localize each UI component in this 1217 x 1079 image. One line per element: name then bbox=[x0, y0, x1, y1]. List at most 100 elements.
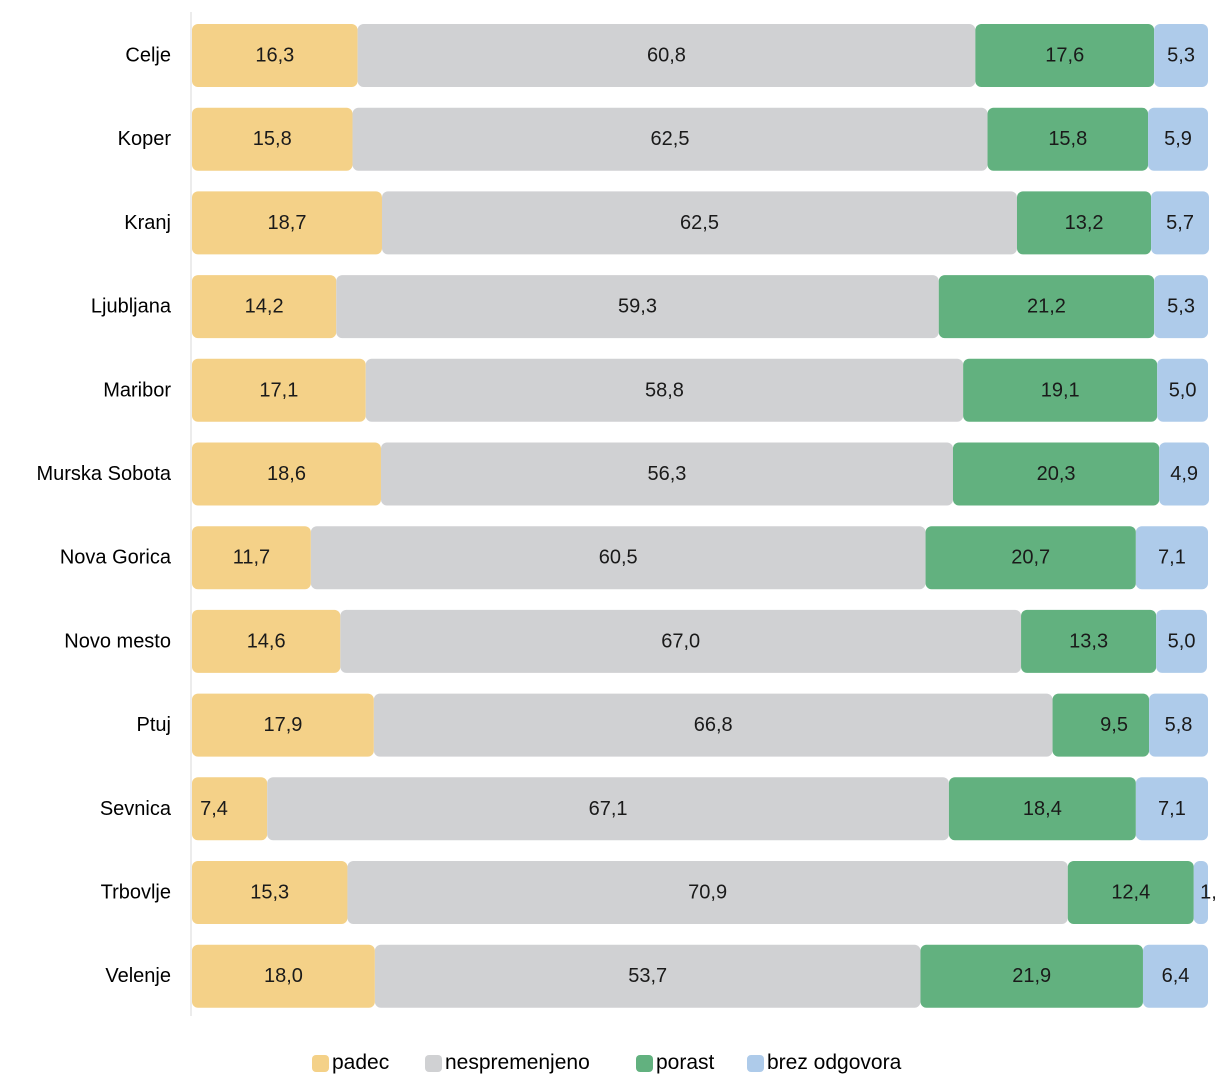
legend-swatch bbox=[747, 1055, 764, 1072]
data-label: 6,4 bbox=[1162, 965, 1190, 987]
data-label: 1,4 bbox=[1200, 882, 1217, 904]
data-label: 7,4 bbox=[200, 798, 228, 820]
data-label: 14,6 bbox=[247, 630, 286, 652]
data-label: 18,4 bbox=[1023, 798, 1062, 820]
bar-segment bbox=[192, 358, 366, 422]
bar-segment bbox=[1156, 609, 1207, 673]
bar-segment bbox=[948, 777, 1136, 841]
category-label: Kranj bbox=[124, 212, 171, 234]
bar-segment bbox=[380, 442, 953, 506]
bar-segment bbox=[381, 191, 1017, 255]
category-label: Koper bbox=[118, 128, 172, 150]
bar-segment bbox=[1016, 191, 1152, 255]
data-label: 5,3 bbox=[1167, 45, 1195, 67]
data-label: 7,1 bbox=[1158, 547, 1186, 569]
data-label: 18,6 bbox=[267, 463, 306, 485]
legend-swatch bbox=[312, 1055, 329, 1072]
legend-label: padec bbox=[332, 1051, 389, 1074]
data-label: 17,6 bbox=[1045, 45, 1084, 67]
data-label: 62,5 bbox=[680, 212, 719, 234]
legend-label: nespremenjeno bbox=[445, 1051, 590, 1074]
category-label: Velenje bbox=[105, 965, 171, 987]
data-label: 13,2 bbox=[1065, 212, 1104, 234]
bar-segments bbox=[192, 24, 1210, 1008]
data-label: 21,9 bbox=[1012, 965, 1051, 987]
legend-label: porast bbox=[656, 1051, 715, 1074]
bar-segment bbox=[952, 442, 1160, 506]
data-label: 5,8 bbox=[1165, 714, 1193, 736]
bar-segment bbox=[352, 107, 988, 171]
data-label: 59,3 bbox=[618, 296, 657, 318]
data-label: 19,1 bbox=[1041, 379, 1080, 401]
bar-segment bbox=[1154, 275, 1208, 339]
data-label: 16,3 bbox=[255, 45, 294, 67]
data-label: 21,2 bbox=[1027, 296, 1066, 318]
bar-segment bbox=[1149, 693, 1208, 757]
bar-segment bbox=[1067, 861, 1194, 924]
data-label: 5,9 bbox=[1164, 128, 1192, 150]
category-label: Ptuj bbox=[137, 714, 171, 736]
bar-segment bbox=[365, 358, 964, 422]
bar-segment bbox=[347, 861, 1068, 924]
category-label: Sevnica bbox=[100, 798, 172, 820]
data-label: 53,7 bbox=[628, 965, 667, 987]
data-label: 20,7 bbox=[1011, 547, 1050, 569]
bar-segment bbox=[1159, 442, 1210, 506]
data-label: 62,5 bbox=[651, 128, 690, 150]
data-label: 15,8 bbox=[1048, 128, 1087, 150]
legend-swatch bbox=[636, 1055, 653, 1072]
bar-segment bbox=[963, 358, 1158, 422]
bar-segment bbox=[192, 191, 382, 255]
bar-segment bbox=[1052, 693, 1150, 757]
legend: padec nespremenjeno porast brez odgovora bbox=[312, 1051, 902, 1074]
bar-segment bbox=[1142, 944, 1208, 1008]
data-label: 56,3 bbox=[648, 463, 687, 485]
data-label: 60,5 bbox=[599, 547, 638, 569]
category-label: Novo mesto bbox=[64, 630, 171, 652]
bar-segment bbox=[340, 609, 1022, 673]
bar-segment bbox=[925, 526, 1136, 590]
data-label: 67,1 bbox=[589, 798, 628, 820]
category-label: Trbovlje bbox=[101, 882, 171, 904]
bar-segment bbox=[938, 275, 1155, 339]
data-label: 12,4 bbox=[1111, 882, 1150, 904]
data-label: 11,7 bbox=[233, 547, 270, 569]
legend-swatch bbox=[425, 1055, 442, 1072]
bar-segment bbox=[975, 24, 1155, 87]
category-label: Nova Gorica bbox=[60, 547, 172, 569]
bar-segment bbox=[192, 861, 348, 924]
data-label: 7,1 bbox=[1158, 798, 1186, 820]
bar-segment bbox=[192, 609, 341, 673]
data-label: 9,5 bbox=[1100, 714, 1128, 736]
category-label: Murska Sobota bbox=[36, 463, 171, 485]
data-label: 17,1 bbox=[259, 379, 298, 401]
bar-segment bbox=[336, 275, 939, 339]
data-label: 58,8 bbox=[645, 379, 684, 401]
data-label: 20,3 bbox=[1037, 463, 1076, 485]
bar-segment bbox=[920, 944, 1143, 1008]
data-label: 18,7 bbox=[268, 212, 307, 234]
data-label: 17,9 bbox=[263, 714, 302, 736]
data-label: 67,0 bbox=[661, 630, 700, 652]
data-label: 66,8 bbox=[694, 714, 733, 736]
data-label: 5,0 bbox=[1169, 379, 1197, 401]
bar-segment bbox=[373, 693, 1053, 757]
data-label: 5,3 bbox=[1167, 296, 1195, 318]
data-label: 5,7 bbox=[1166, 212, 1194, 234]
bar-segment bbox=[1021, 609, 1157, 673]
bar-segment bbox=[1154, 24, 1208, 87]
bar-segment bbox=[192, 442, 381, 506]
bar-segment bbox=[192, 526, 311, 590]
data-label: 70,9 bbox=[688, 882, 727, 904]
bar-segment bbox=[374, 944, 921, 1008]
category-label: Celje bbox=[125, 45, 171, 67]
data-label: 15,8 bbox=[253, 128, 292, 150]
bar-segment bbox=[192, 693, 374, 757]
bar-segment bbox=[357, 24, 976, 87]
data-label: 18,0 bbox=[264, 965, 303, 987]
bar-segment bbox=[987, 107, 1149, 171]
bar-segment bbox=[1151, 191, 1210, 255]
data-label: 13,3 bbox=[1069, 630, 1108, 652]
bar-segment bbox=[1157, 358, 1208, 422]
